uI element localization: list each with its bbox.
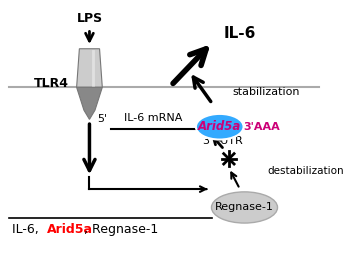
Text: IL-6: IL-6 [223,26,256,41]
Text: destabilization: destabilization [267,166,344,176]
Text: IL-6 mRNA: IL-6 mRNA [125,113,183,123]
Text: TLR4: TLR4 [34,77,69,90]
Text: 3'  UTR: 3' UTR [203,136,243,146]
Text: IL-6,: IL-6, [12,223,43,236]
Ellipse shape [211,192,278,223]
Text: Regnase-1: Regnase-1 [215,202,274,213]
Text: stabilization: stabilization [233,87,300,97]
Text: Arid5a: Arid5a [47,223,93,236]
Polygon shape [76,49,102,87]
Ellipse shape [196,114,244,140]
Text: , Regnase-1: , Regnase-1 [84,223,158,236]
Text: 3'AAA: 3'AAA [244,122,280,132]
Text: Arid5a: Arid5a [198,120,241,133]
Polygon shape [76,87,102,120]
Text: 5': 5' [98,114,108,124]
Text: LPS: LPS [76,12,103,25]
